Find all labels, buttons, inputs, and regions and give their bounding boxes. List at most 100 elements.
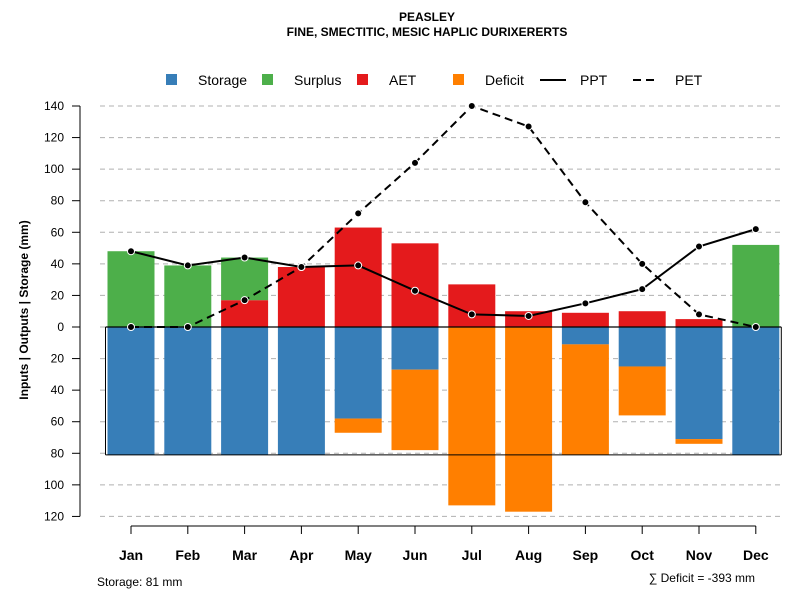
point-ppt-jul xyxy=(467,310,476,319)
y-tick-label: 60 xyxy=(51,415,65,429)
x-tick-label-dec: Dec xyxy=(743,547,769,563)
x-tick-label-aug: Aug xyxy=(515,547,542,563)
deficit-footnote: ∑ Deficit = -393 mm xyxy=(649,571,755,585)
bar-storage-dec xyxy=(732,327,780,455)
y-tick-label: 120 xyxy=(44,131,64,145)
bars-group xyxy=(105,227,782,512)
point-ppt-mar xyxy=(240,253,249,262)
y-tick-label: 80 xyxy=(51,446,65,460)
point-ppt-dec xyxy=(751,225,760,234)
x-tick-label-feb: Feb xyxy=(175,547,200,563)
x-tick-label-jan: Jan xyxy=(119,547,143,563)
bar-aet-apr xyxy=(277,267,325,327)
point-pet-aug xyxy=(524,122,533,131)
bar-deficit-jun xyxy=(391,369,439,451)
y-tick-label: 100 xyxy=(44,478,64,492)
legend-swatch-storage xyxy=(166,74,177,85)
storage-footnote: Storage: 81 mm xyxy=(97,575,182,589)
point-ppt-aug xyxy=(524,311,533,320)
legend-label-pet: PET xyxy=(675,72,703,88)
point-pet-mar xyxy=(240,296,249,305)
line-ppt xyxy=(130,228,757,317)
bar-storage-mar xyxy=(221,327,269,455)
legend-label-surplus: Surplus xyxy=(294,72,341,88)
bar-deficit-nov xyxy=(675,439,723,444)
x-tick-label-oct: Oct xyxy=(631,547,655,563)
x-tick-label-jun: Jun xyxy=(403,547,428,563)
y-tick-label: 80 xyxy=(51,194,65,208)
point-pet-sep xyxy=(581,198,590,207)
point-pet-jun xyxy=(411,158,419,167)
point-ppt-sep xyxy=(581,299,590,308)
x-tick-label-may: May xyxy=(345,547,372,563)
bar-storage-feb xyxy=(164,327,212,455)
legend-label-ppt: PPT xyxy=(580,72,608,88)
y-tick-label: 40 xyxy=(51,257,65,271)
y-tick-label: 60 xyxy=(51,225,65,239)
y-axis-label: Inputs | Outputs | Storage (mm) xyxy=(17,220,31,399)
point-ppt-oct xyxy=(638,285,647,294)
bar-storage-sep xyxy=(561,327,609,345)
chart-subtitle: FINE, SMECTITIC, MESIC HAPLIC DURIXERERT… xyxy=(287,25,568,39)
y-tick-label: 120 xyxy=(44,509,64,523)
point-pet-feb xyxy=(183,323,192,331)
y-tick-label: 40 xyxy=(51,383,65,397)
axes-group: 140 120 100 80 60 40 20 0 20 40 60 80 100 120 Jan Feb Ma… xyxy=(44,99,769,563)
legend-swatch-deficit xyxy=(453,74,464,85)
point-pet-jan xyxy=(127,323,135,331)
legend-swatch-aet xyxy=(357,74,368,85)
legend-label-aet: AET xyxy=(389,72,417,88)
y-tick-label: 20 xyxy=(51,352,65,366)
bar-aet-nov xyxy=(675,319,723,327)
lines-group xyxy=(127,101,760,331)
x-tick-label-mar: Mar xyxy=(232,547,257,563)
bar-aet-may xyxy=(334,227,382,327)
line-pet xyxy=(131,104,757,328)
bar-deficit-jul xyxy=(448,327,496,506)
bar-storage-may xyxy=(334,327,382,419)
x-tick-label-apr: Apr xyxy=(289,547,314,563)
y-tick-label: 0 xyxy=(57,320,64,334)
bar-storage-jan xyxy=(107,327,155,455)
point-ppt-jun xyxy=(411,286,419,295)
y-tick-label: 140 xyxy=(44,99,64,113)
point-pet-nov xyxy=(695,310,703,319)
bar-deficit-may xyxy=(334,418,382,433)
bar-storage-oct xyxy=(618,327,666,367)
bar-aet-jun xyxy=(391,243,439,327)
bar-surplus-jan xyxy=(107,251,155,327)
point-pet-dec xyxy=(751,323,760,331)
chart-legend: Storage Surplus AET Deficit PPT PET xyxy=(166,72,703,88)
bar-storage-nov xyxy=(675,327,723,440)
point-ppt-may xyxy=(354,261,363,270)
point-pet-may xyxy=(354,209,363,218)
bar-deficit-aug xyxy=(505,327,553,512)
bar-surplus-dec xyxy=(732,244,780,327)
legend-swatch-surplus xyxy=(262,74,273,85)
legend-label-deficit: Deficit xyxy=(485,72,524,88)
x-tick-label-sep: Sep xyxy=(573,547,599,563)
bar-aet-jul xyxy=(448,284,496,327)
point-ppt-apr xyxy=(297,263,306,272)
point-ppt-feb xyxy=(183,261,192,270)
y-tick-label: 100 xyxy=(44,162,64,176)
bar-deficit-oct xyxy=(618,366,666,416)
point-pet-oct xyxy=(638,259,647,268)
bar-surplus-mar xyxy=(221,257,269,301)
y-tick-label: 20 xyxy=(51,288,65,302)
bar-aet-sep xyxy=(561,312,609,327)
point-ppt-jan xyxy=(127,247,135,256)
bar-storage-jun xyxy=(391,327,439,370)
bar-aet-oct xyxy=(618,311,666,327)
bar-aet-mar xyxy=(221,300,269,327)
x-tick-label-nov: Nov xyxy=(686,547,713,563)
point-pet-jul xyxy=(467,101,476,110)
point-ppt-nov xyxy=(695,242,703,251)
legend-label-storage: Storage xyxy=(198,72,247,88)
bar-deficit-sep xyxy=(561,344,609,455)
x-tick-label-jul: Jul xyxy=(462,547,482,563)
bar-storage-apr xyxy=(277,327,325,455)
bar-surplus-feb xyxy=(164,265,212,327)
chart-title: PEASLEY xyxy=(399,10,455,24)
